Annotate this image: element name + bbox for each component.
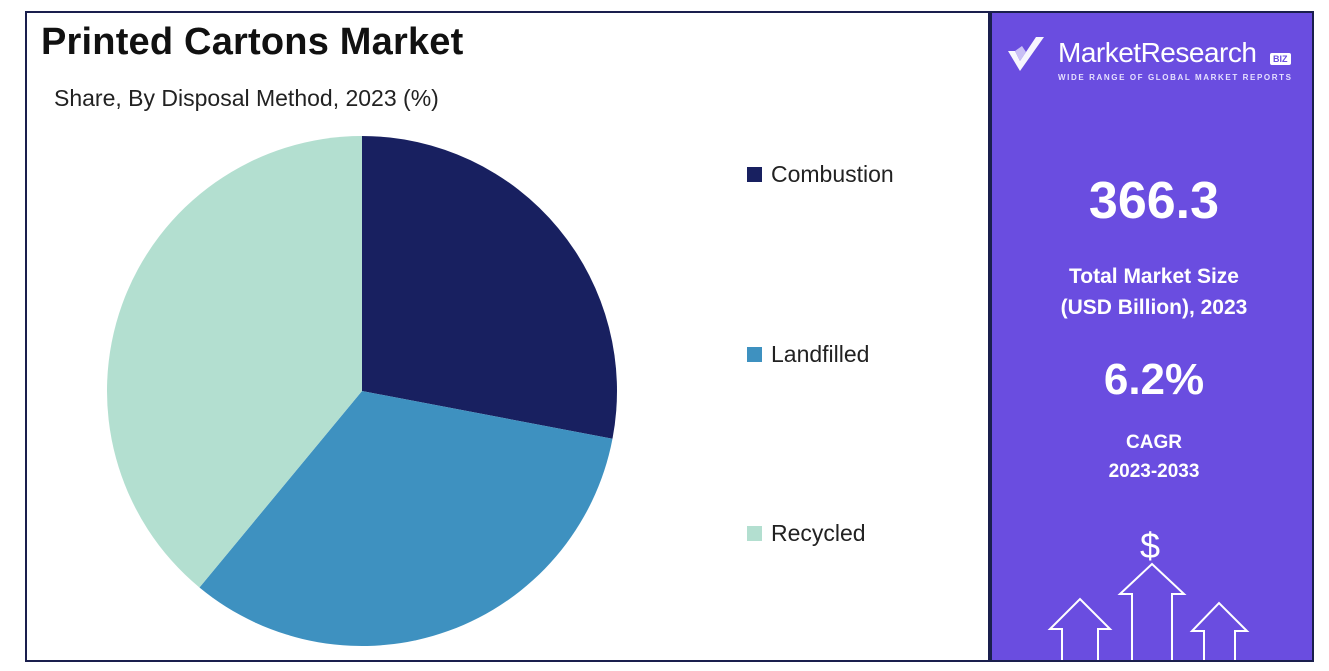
- cagr-label: CAGR 2023-2033: [992, 428, 1312, 486]
- pie-slice-recycled: [107, 136, 362, 588]
- legend-label-combustion: Combustion: [771, 161, 894, 187]
- chart-legend: Combustion Landfilled Recycled: [747, 153, 967, 573]
- legend-item-combustion: Combustion: [747, 161, 894, 188]
- pie-slice-landfilled: [199, 391, 613, 646]
- chart-subtitle: Share, By Disposal Method, 2023 (%): [54, 85, 439, 111]
- cagr-label-line2: 2023-2033: [1108, 461, 1200, 482]
- pie-chart-svg: [107, 136, 617, 646]
- cagr-label-line1: CAGR: [1126, 432, 1182, 453]
- legend-swatch-landfilled: [747, 347, 762, 362]
- legend-label-landfilled: Landfilled: [771, 341, 870, 367]
- chart-panel: Printed Cartons Market Share, By Disposa…: [25, 11, 990, 662]
- cagr-value: 6.2%: [1103, 355, 1205, 404]
- up-arrows-icon: [1047, 562, 1250, 660]
- legend-swatch-recycled: [747, 526, 762, 541]
- legend-label-recycled: Recycled: [771, 520, 866, 546]
- market-size-label: Total Market Size (USD Billion), 2023: [992, 261, 1312, 323]
- legend-swatch-combustion: [747, 167, 762, 182]
- market-size-label-line2: (USD Billion), 2023: [1060, 296, 1248, 319]
- brand-name: MarketResearch: [1058, 37, 1257, 68]
- market-size-value: 366.3: [1088, 172, 1220, 230]
- legend-item-recycled: Recycled: [747, 520, 866, 547]
- brand-tagline: WIDE RANGE OF GLOBAL MARKET REPORTS: [1058, 73, 1293, 82]
- stats-sidebar: MarketResearch BIZ WIDE RANGE OF GLOBAL …: [990, 11, 1314, 662]
- brand-badge: BIZ: [1270, 53, 1291, 65]
- checkmark-logo-icon: [1008, 37, 1044, 71]
- legend-item-landfilled: Landfilled: [747, 341, 869, 368]
- dollar-icon: $: [1140, 525, 1161, 566]
- pie-chart: [102, 131, 622, 651]
- brand-header: MarketResearch BIZ WIDE RANGE OF GLOBAL …: [1006, 31, 1306, 91]
- market-size-label-line1: Total Market Size: [1069, 265, 1239, 288]
- chart-title: Printed Cartons Market: [41, 21, 464, 63]
- pie-slice-combustion: [362, 136, 617, 439]
